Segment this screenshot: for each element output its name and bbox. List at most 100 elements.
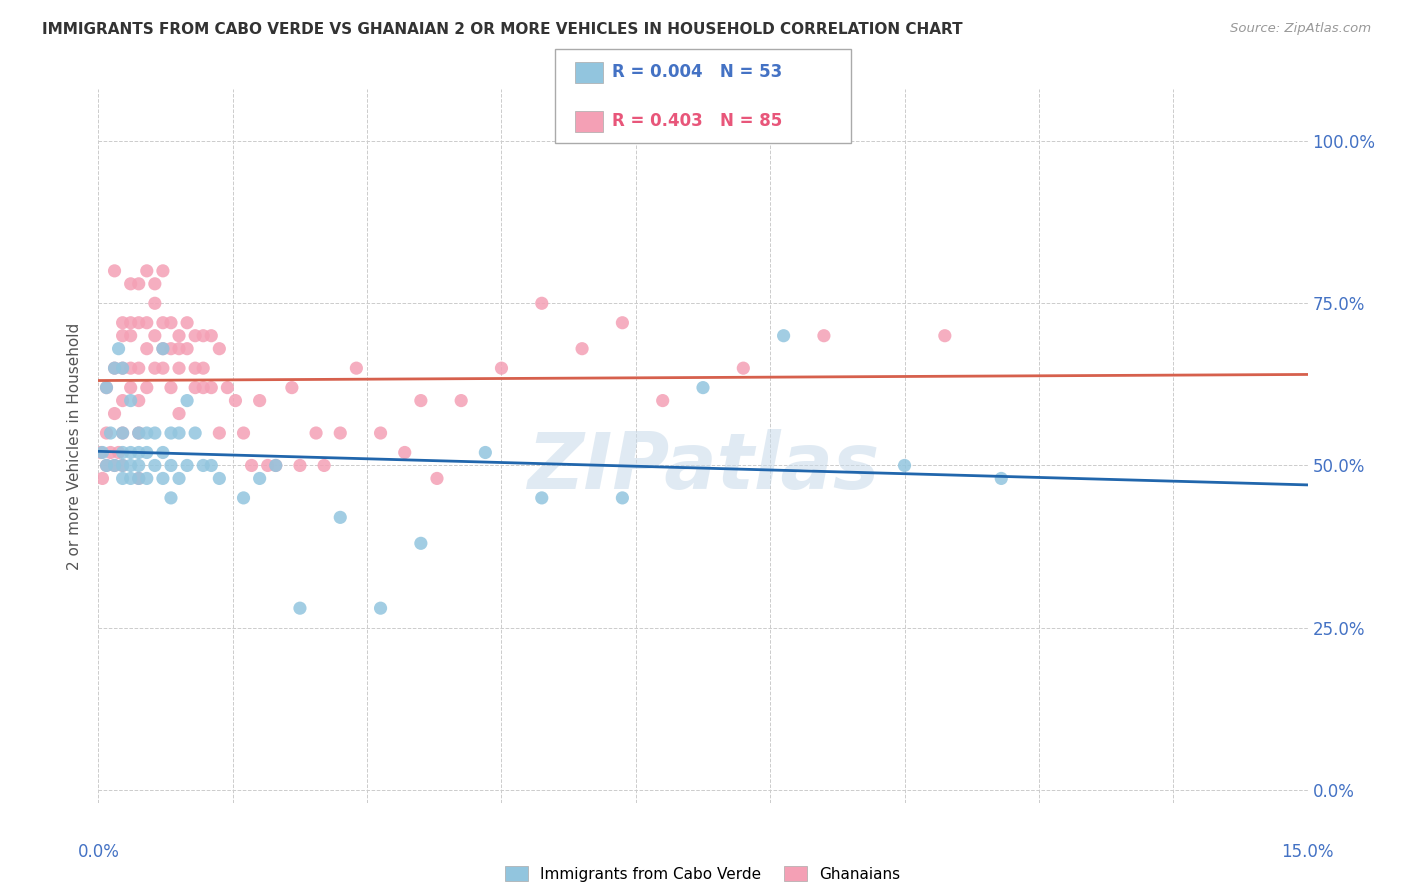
Point [111, 316, 134, 330]
Point [167, 342, 190, 356]
Point [208, 342, 231, 356]
Point [612, 316, 634, 330]
Point [184, 425, 207, 440]
Point [184, 361, 207, 376]
Point [571, 342, 593, 356]
Point [530, 296, 553, 310]
Point [128, 393, 150, 408]
Point [160, 458, 183, 473]
Point [103, 361, 125, 376]
Point [217, 381, 239, 395]
Point [100, 425, 122, 440]
Point [152, 316, 174, 330]
Point [128, 458, 150, 473]
Point [208, 471, 231, 485]
Point [409, 536, 432, 550]
Text: R = 0.004   N = 53: R = 0.004 N = 53 [612, 63, 782, 81]
Point [111, 425, 134, 440]
Point [96, 458, 118, 473]
Point [111, 328, 134, 343]
Point [224, 393, 246, 408]
Point [232, 425, 254, 440]
Point [305, 425, 328, 440]
Text: 15.0%: 15.0% [1281, 843, 1334, 861]
Point [813, 328, 835, 343]
Point [167, 471, 190, 485]
Point [103, 407, 125, 421]
Point [103, 458, 125, 473]
Point [120, 328, 142, 343]
Point [152, 342, 174, 356]
Point [491, 361, 513, 376]
Point [934, 328, 956, 343]
Point [651, 393, 673, 408]
Point [111, 445, 134, 459]
Point [240, 458, 263, 473]
Point [143, 361, 166, 376]
Point [893, 458, 915, 473]
Point [135, 342, 157, 356]
Point [152, 471, 174, 485]
Point [103, 264, 125, 278]
Point [120, 458, 142, 473]
Text: ZIPatlas: ZIPatlas [527, 429, 879, 506]
Point [167, 328, 190, 343]
Point [135, 471, 157, 485]
Point [111, 393, 134, 408]
Point [394, 445, 416, 459]
Point [111, 361, 134, 376]
Point [249, 471, 271, 485]
Point [111, 425, 134, 440]
Point [264, 458, 287, 473]
Point [167, 407, 190, 421]
Point [96, 425, 118, 440]
Point [772, 328, 794, 343]
Point [160, 342, 183, 356]
Point [176, 316, 198, 330]
Point [135, 264, 157, 278]
Point [143, 425, 166, 440]
Point [208, 425, 231, 440]
Point [200, 458, 222, 473]
Y-axis label: 2 or more Vehicles in Household: 2 or more Vehicles in Household [67, 322, 83, 570]
Point [152, 342, 174, 356]
Point [176, 342, 198, 356]
Point [120, 471, 142, 485]
Point [249, 393, 271, 408]
Point [111, 361, 134, 376]
Point [91, 445, 114, 459]
Point [160, 381, 183, 395]
Point [474, 445, 496, 459]
Point [135, 316, 157, 330]
Point [128, 425, 150, 440]
Point [176, 393, 198, 408]
Point [143, 277, 166, 291]
Point [128, 471, 150, 485]
Point [264, 458, 287, 473]
Point [450, 393, 472, 408]
Point [96, 381, 118, 395]
Point [160, 316, 183, 330]
Point [120, 277, 142, 291]
Point [184, 381, 207, 395]
Point [96, 381, 118, 395]
Text: Source: ZipAtlas.com: Source: ZipAtlas.com [1230, 22, 1371, 36]
Point [370, 601, 392, 615]
Point [120, 316, 142, 330]
Point [733, 361, 755, 376]
Point [288, 601, 311, 615]
Point [314, 458, 336, 473]
Point [152, 264, 174, 278]
Point [120, 361, 142, 376]
Point [120, 445, 142, 459]
Text: R = 0.403   N = 85: R = 0.403 N = 85 [612, 112, 782, 130]
Point [256, 458, 278, 473]
Point [612, 491, 634, 505]
Point [128, 361, 150, 376]
Point [281, 381, 304, 395]
Point [288, 458, 311, 473]
Point [107, 342, 129, 356]
Point [143, 296, 166, 310]
Point [167, 425, 190, 440]
Point [111, 458, 134, 473]
